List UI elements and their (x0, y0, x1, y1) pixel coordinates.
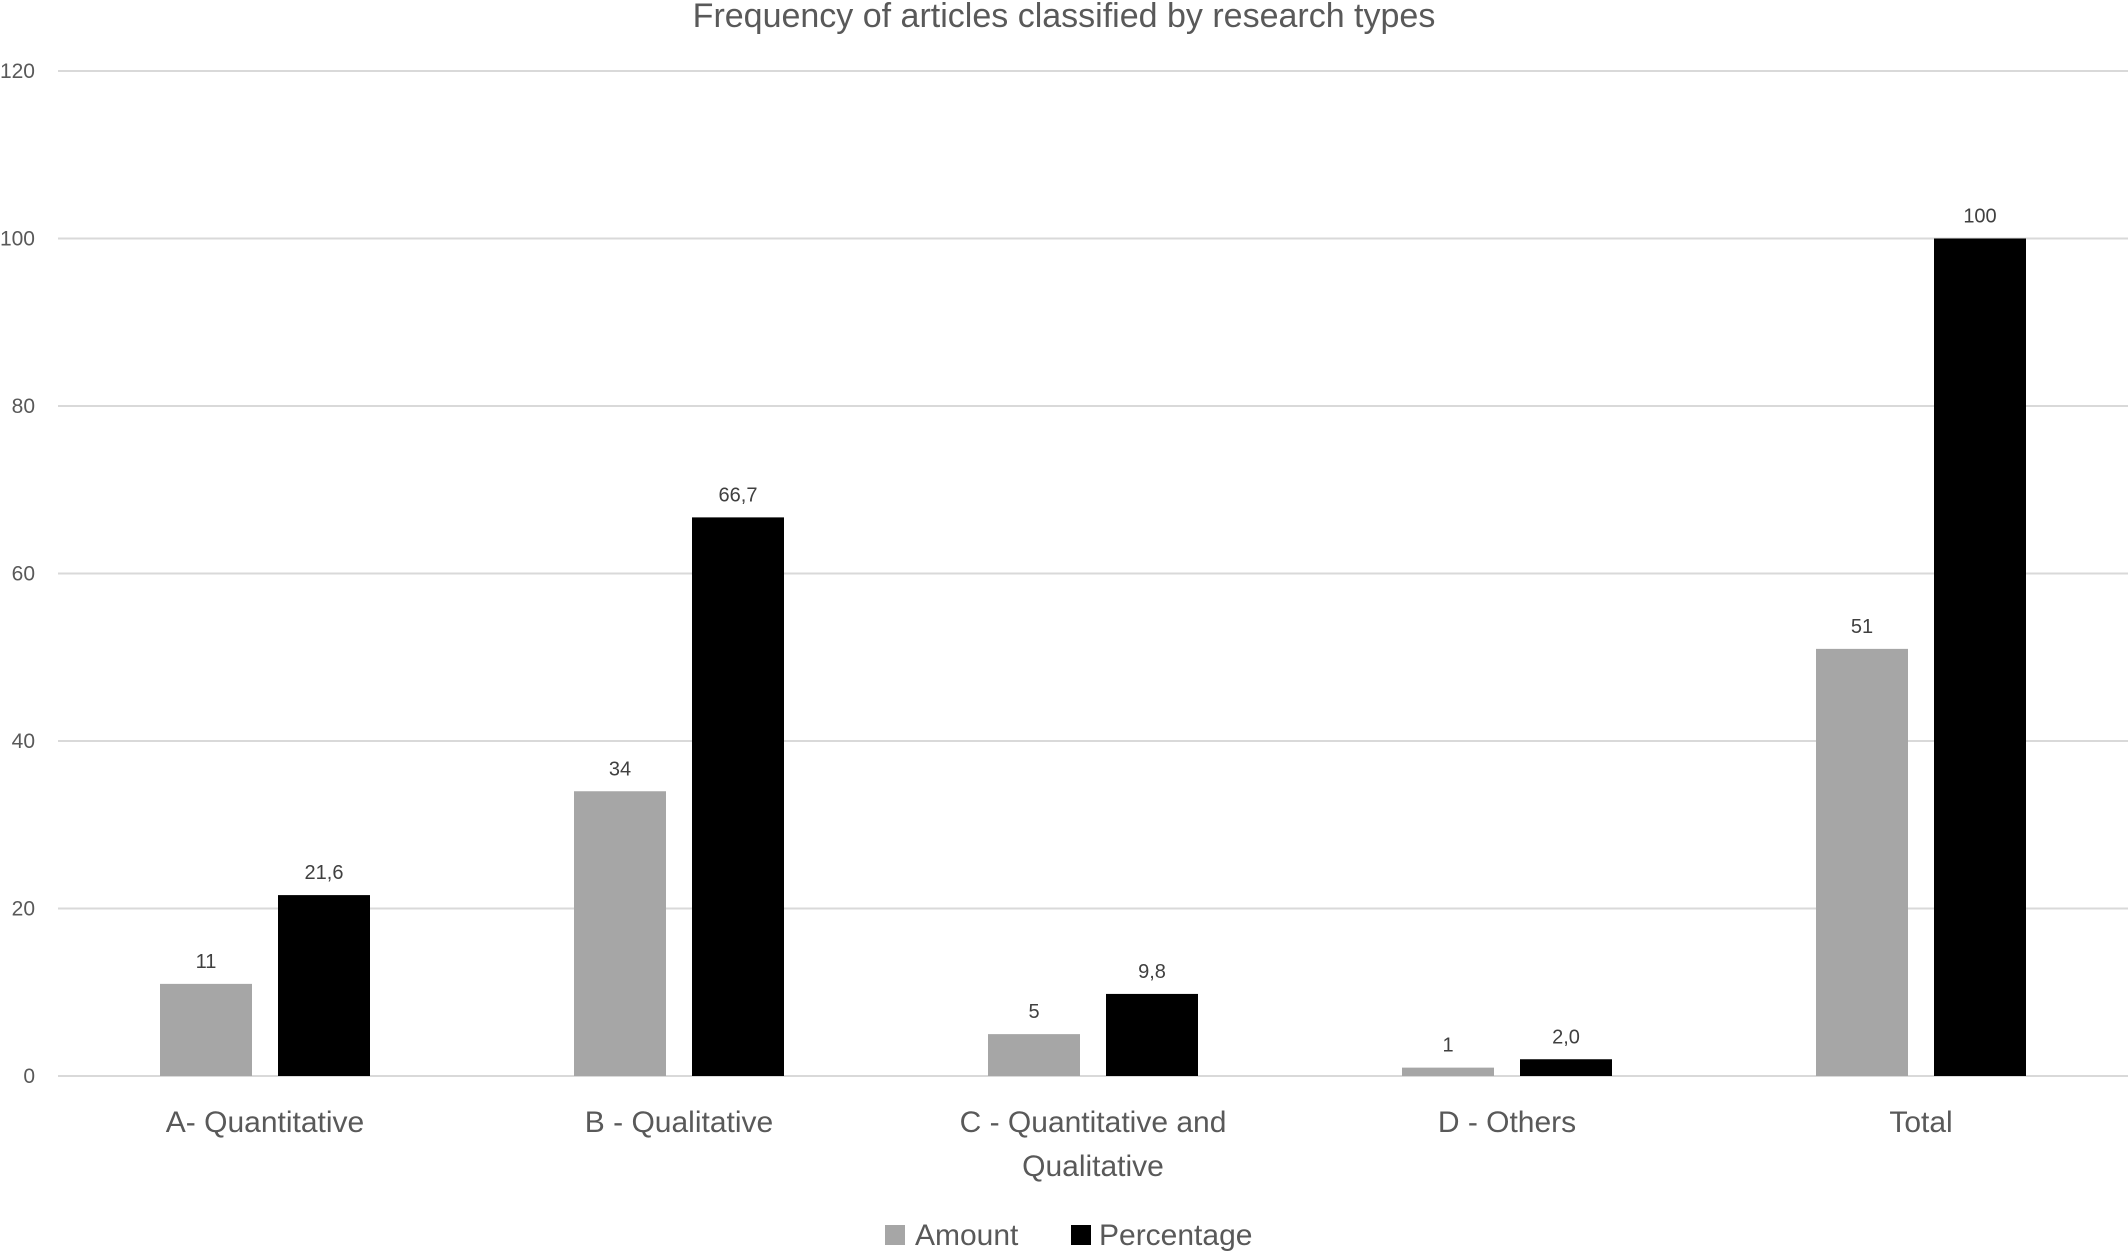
data-labels: 11 21,6 34 66,7 5 9,8 1 2,0 51 100 (196, 206, 1997, 1057)
bar-percentage (692, 517, 784, 1076)
data-label: 9,8 (1138, 961, 1166, 983)
bars (160, 238, 2026, 1076)
gridlines (58, 70, 2128, 1077)
bar-percentage (1520, 1059, 1612, 1076)
x-category-label: D - Others (1438, 1106, 1576, 1139)
y-tick-label: 20 (12, 898, 35, 921)
x-category-label: Total (1889, 1106, 1952, 1139)
y-axis-ticks: 0 20 40 60 80 100 120 (0, 60, 35, 1088)
data-label: 21,6 (305, 862, 344, 884)
data-label: 11 (196, 951, 217, 973)
x-category-label: C - Quantitative and (960, 1106, 1227, 1139)
y-tick-label: 80 (12, 395, 35, 418)
data-label: 1 (1442, 1035, 1453, 1057)
x-axis-categories: A- Quantitative B - Qualitative C - Quanti… (166, 1106, 1953, 1183)
data-label: 34 (609, 758, 631, 780)
legend: Amount Percentage (885, 1219, 1252, 1251)
data-label: 5 (1028, 1001, 1039, 1023)
bar-percentage (1106, 993, 1198, 1076)
chart-title: Frequency of articles classified by rese… (693, 0, 1436, 35)
y-tick-label: 0 (23, 1065, 35, 1088)
bar-amount (160, 983, 252, 1076)
bar-percentage (278, 895, 370, 1076)
y-tick-label: 120 (0, 60, 35, 83)
bar-percentage (1934, 238, 2026, 1076)
x-category-label: A- Quantitative (166, 1106, 364, 1139)
data-label: 2,0 (1552, 1026, 1580, 1048)
y-tick-label: 60 (12, 563, 35, 586)
bar-amount (1816, 648, 1908, 1076)
legend-label-amount: Amount (915, 1219, 1019, 1251)
bar-amount (574, 791, 666, 1076)
legend-label-percentage: Percentage (1099, 1219, 1252, 1251)
x-category-label: B - Qualitative (585, 1106, 773, 1139)
bar-amount (988, 1034, 1080, 1076)
data-label: 51 (1851, 616, 1873, 638)
legend-swatch-percentage (1071, 1225, 1091, 1245)
x-category-label: Qualitative (1022, 1150, 1164, 1183)
data-label: 100 (1963, 206, 1996, 228)
y-tick-label: 40 (12, 730, 35, 753)
bar-amount (1402, 1067, 1494, 1076)
y-tick-label: 100 (0, 228, 35, 251)
legend-swatch-amount (885, 1225, 905, 1245)
data-label: 66,7 (719, 484, 758, 506)
